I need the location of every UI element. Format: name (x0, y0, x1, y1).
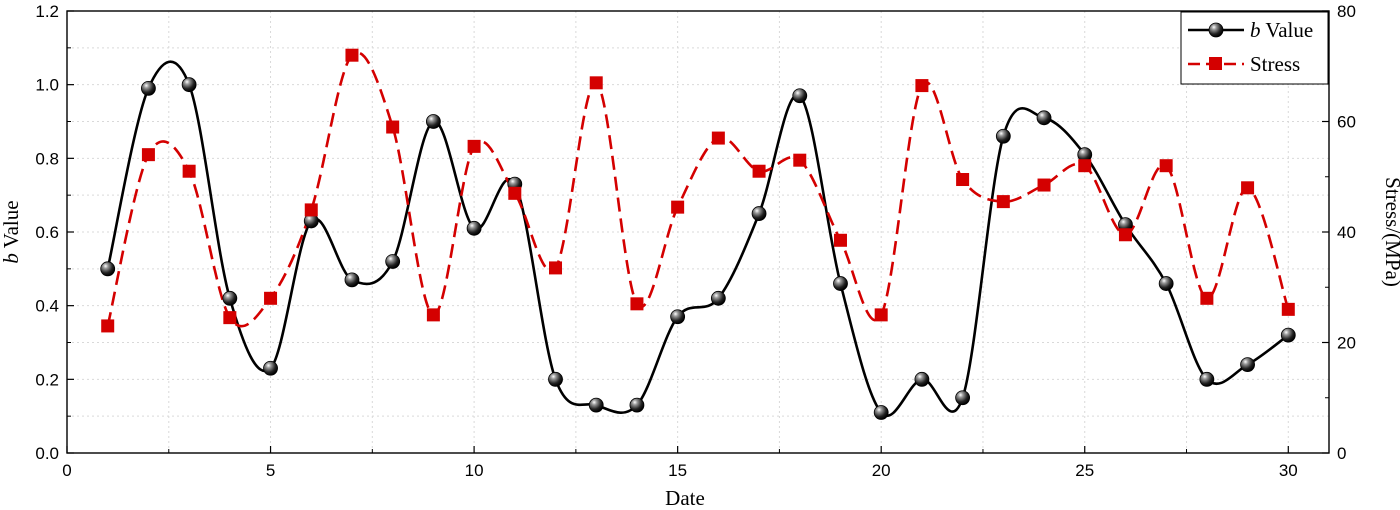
x-tick-label: 15 (668, 461, 687, 480)
stress-point (426, 308, 440, 322)
series-line-stress (106, 51, 1290, 328)
b-value-point (344, 272, 360, 288)
b-value-point (914, 371, 930, 387)
y-right-tick-label: 0 (1337, 444, 1346, 463)
stress-point (1200, 291, 1214, 305)
stress-point (223, 311, 237, 325)
b-value-point (629, 397, 645, 413)
stress-point (589, 76, 603, 90)
b-value-point (670, 309, 686, 325)
x-tick-label: 5 (266, 461, 275, 480)
y-right-tick-label: 20 (1337, 334, 1356, 353)
y-left-tick-label: 0.8 (35, 149, 59, 168)
stress-point (1241, 181, 1255, 195)
tick-labels: 0 5 10 15 20 25 30 0.0 0.2 0.4 0.6 0.8 1.0 1.2 0 20 40 60… (35, 2, 1356, 480)
b-value-point (425, 114, 441, 129)
stress-point (182, 164, 196, 178)
b-value-point (955, 390, 971, 406)
b-value-point (385, 254, 401, 269)
legend-stress-marker (1209, 57, 1222, 70)
stress-point (1159, 159, 1173, 173)
y-left-axis-title: b Value (0, 200, 23, 263)
stress-point (833, 233, 847, 247)
y-left-tick-label: 0.4 (35, 297, 59, 316)
stress-point (549, 261, 563, 275)
stress-point (793, 153, 807, 167)
stress-point (101, 319, 115, 333)
x-axis-title: Date (665, 486, 705, 510)
legend-stress-label: Stress (1250, 52, 1300, 76)
y-left-tick-label: 1.0 (35, 76, 59, 95)
y-right-tick-label: 60 (1337, 113, 1356, 132)
stress-point (671, 200, 685, 214)
legend-box (1180, 11, 1329, 85)
legend-b-value-marker (1208, 22, 1224, 38)
b-value-point (1240, 357, 1255, 373)
series-lines (106, 51, 1290, 417)
b-value-point (792, 88, 808, 104)
stress-point (1078, 159, 1092, 173)
y-right-axis-title: Stress/(MPa) (1381, 177, 1400, 287)
y-right-tick-label: 40 (1337, 223, 1356, 242)
stress-point (874, 308, 888, 322)
b-value-point (710, 290, 726, 306)
stress-point (630, 297, 644, 311)
b-value-point (263, 360, 278, 376)
stress-point (1037, 178, 1051, 192)
stress-point (1118, 228, 1132, 242)
b-value-point (995, 128, 1011, 144)
x-tick-label: 0 (62, 461, 71, 480)
b-value-point (873, 405, 889, 420)
b-value-point (1199, 371, 1215, 387)
y-left-tick-label: 0.0 (35, 444, 59, 463)
x-tick-label: 10 (465, 461, 484, 480)
y-left-tick-label: 1.2 (35, 2, 59, 21)
x-tick-label: 30 (1279, 461, 1298, 480)
b-value-point (100, 261, 116, 277)
y-right-tick-label: 80 (1337, 2, 1356, 21)
b-value-point (588, 397, 604, 413)
b-value-point (141, 80, 156, 96)
x-tick-label: 25 (1075, 461, 1094, 480)
stress-point (956, 173, 970, 187)
y-left-axis-title-rest: Value (0, 200, 23, 253)
y-left-tick-label: 0.6 (35, 223, 59, 242)
stress-point (264, 291, 278, 305)
y-left-tick-label: 0.2 (35, 370, 59, 389)
b-value-point (833, 276, 848, 291)
x-tick-label: 20 (872, 461, 891, 480)
stress-point (345, 48, 359, 62)
plot-grid (67, 11, 1329, 453)
stress-point (141, 148, 155, 162)
stress-point (996, 195, 1010, 209)
b-value-point (548, 371, 563, 387)
b-value-point (1158, 276, 1174, 291)
b-value-point (751, 206, 767, 221)
axis-ticks (66, 10, 1329, 454)
stress-point (752, 164, 766, 178)
b-value-point (466, 220, 482, 236)
b-value-point (1036, 110, 1052, 126)
series-markers (100, 48, 1296, 420)
y-left-axis-title-italic: b (0, 253, 23, 264)
legend-b-value-rest: Value (1261, 18, 1314, 42)
series-line-b-value (106, 60, 1290, 417)
stress-point (1281, 302, 1295, 316)
legend-b-value-italic: b (1250, 18, 1261, 42)
b-value-point (222, 290, 238, 306)
stress-point (304, 203, 318, 217)
b-value-point (1280, 327, 1296, 343)
legend-b-value-label: b Value (1250, 18, 1313, 42)
stress-point (386, 120, 400, 134)
b-value-point (181, 77, 197, 93)
stress-point (711, 131, 725, 145)
stress-point (508, 186, 522, 200)
legend: b Value Stress (1180, 11, 1329, 85)
stress-point (915, 79, 929, 93)
stress-point (467, 139, 481, 153)
